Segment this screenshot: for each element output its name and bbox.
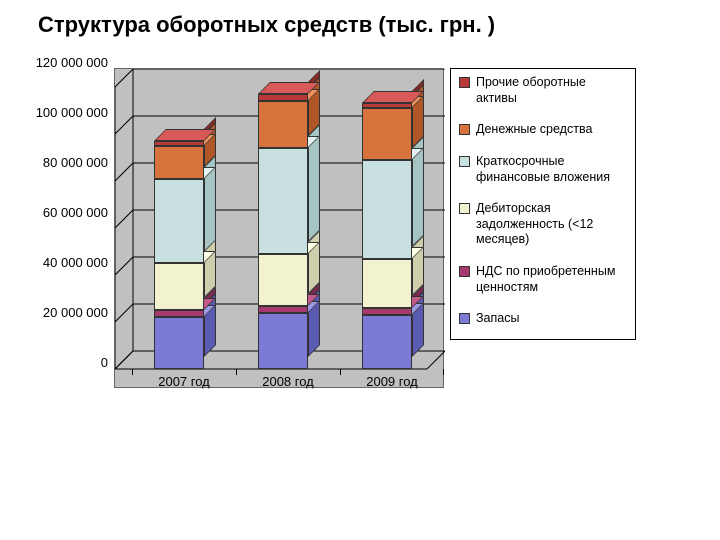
x-tick-label: 2009 год xyxy=(340,374,444,389)
legend-item-denezh: Денежные средства xyxy=(459,122,627,138)
x-tick xyxy=(340,369,341,375)
legend-swatch xyxy=(459,203,470,214)
legend-label: Денежные средства xyxy=(476,122,592,138)
x-tick-label: 2008 год xyxy=(236,374,340,389)
legend-label: НДС по приобретенным ценностям xyxy=(476,264,627,295)
x-tick xyxy=(132,369,133,375)
legend: Прочие оборотные активы Денежные средства… xyxy=(450,68,636,340)
y-axis-labels: 120 000 000100 000 00080 000 00060 000 0… xyxy=(20,68,108,370)
legend-label: Запасы xyxy=(476,311,519,327)
legend-item-kratko: Краткосрочные финансовые вложения xyxy=(459,154,627,185)
x-axis-labels: 2007 год2008 год2009 год xyxy=(114,374,444,389)
legend-label: Краткосрочные финансовые вложения xyxy=(476,154,627,185)
legend-item-zapasy: Запасы xyxy=(459,311,627,327)
legend-swatch xyxy=(459,266,470,277)
legend-item-prochie: Прочие оборотные активы xyxy=(459,75,627,106)
legend-item-debitor: Дебиторская задолженность (<12 месяцев) xyxy=(459,201,627,248)
legend-label: Прочие оборотные активы xyxy=(476,75,627,106)
gridlines xyxy=(115,69,445,389)
plot-background xyxy=(114,68,444,388)
legend-label: Дебиторская задолженность (<12 месяцев) xyxy=(476,201,627,248)
plot-area: 2007 год2008 год2009 год xyxy=(114,68,444,428)
legend-swatch xyxy=(459,124,470,135)
legend-swatch xyxy=(459,77,470,88)
legend-item-nds: НДС по приобретенным ценностям xyxy=(459,264,627,295)
legend-swatch xyxy=(459,156,470,167)
x-tick xyxy=(443,369,444,375)
x-tick-label: 2007 год xyxy=(132,374,236,389)
page-title: Структура оборотных средств (тыс. грн. ) xyxy=(38,12,700,38)
chart-container: 120 000 000100 000 00080 000 00060 000 0… xyxy=(20,68,700,428)
x-tick xyxy=(236,369,237,375)
legend-swatch xyxy=(459,313,470,324)
